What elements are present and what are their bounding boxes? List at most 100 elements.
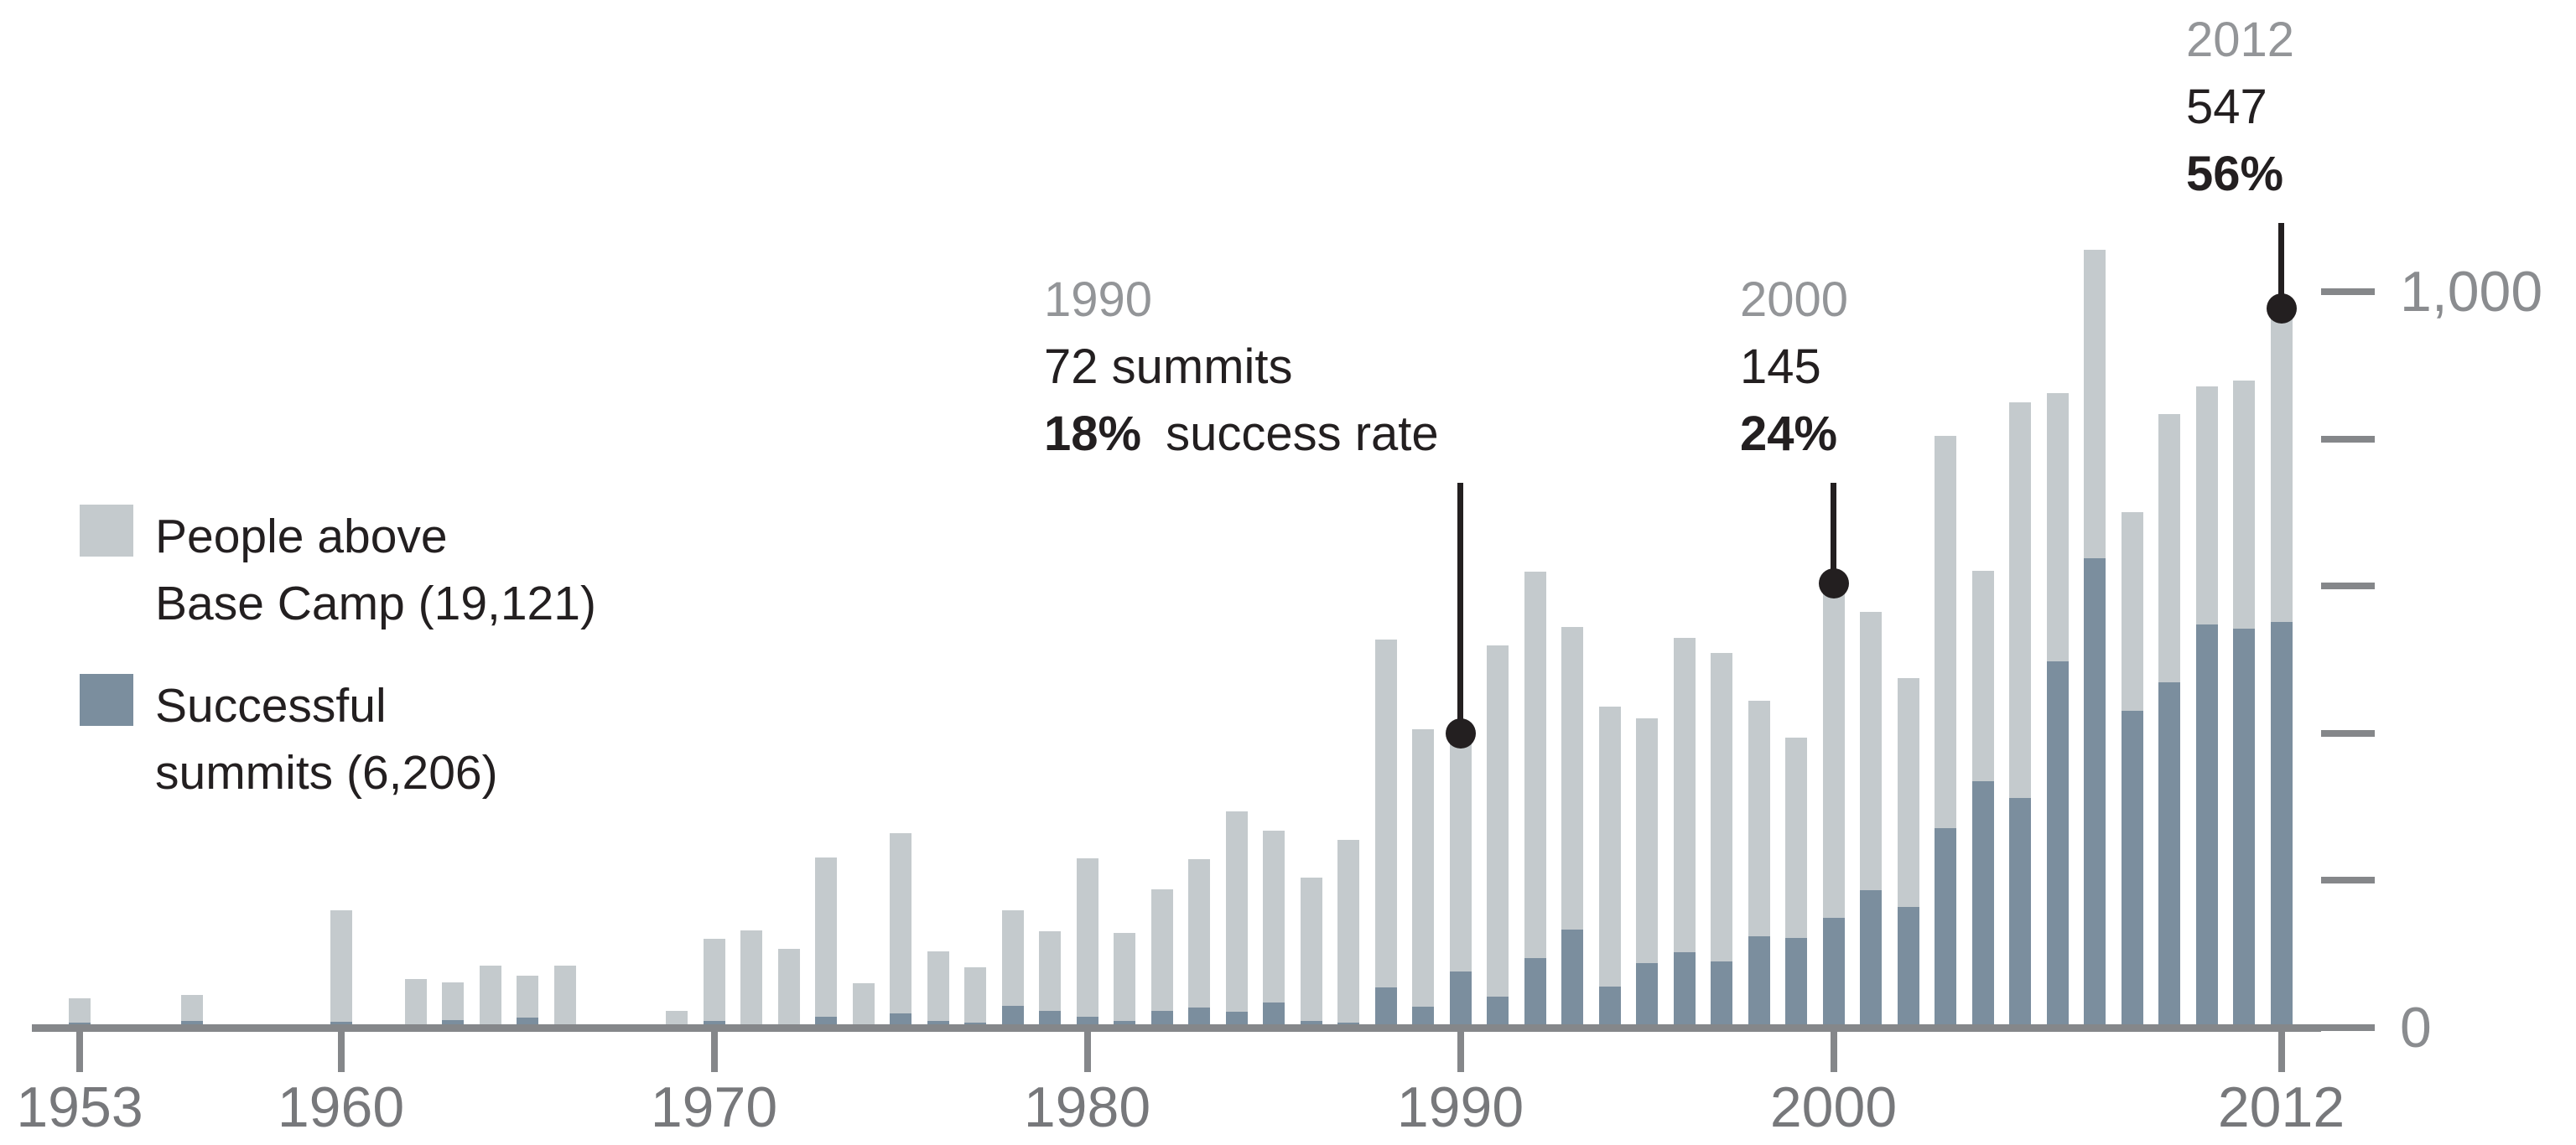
- y-tick-200: [2321, 877, 2375, 884]
- bar-people-1991: [1487, 645, 1509, 1024]
- bar-people-1973: [815, 857, 837, 1024]
- bar-summits-2009: [2158, 682, 2180, 1024]
- annotation-stem-1990: [1457, 483, 1463, 733]
- bar-summits-1956: [180, 1021, 203, 1024]
- x-tick-label-1980: 1980: [1023, 1075, 1151, 1139]
- bar-summits-1992: [1524, 958, 1546, 1024]
- bar-people-1982: [1150, 889, 1173, 1024]
- bar-people-1975: [890, 833, 911, 1024]
- bar-people-1956: [180, 995, 203, 1024]
- bar-people-1977: [964, 967, 986, 1024]
- bar-summits-2004: [1971, 781, 1994, 1024]
- x-tick-1970: [710, 1032, 718, 1072]
- bar-summits-1979: [1039, 1011, 1061, 1024]
- bar-summits-2001: [1860, 890, 1882, 1024]
- annotation-stem-2012: [2278, 223, 2284, 309]
- bar-people-1962: [404, 979, 427, 1024]
- annotation-rate-label-1990: 18% success rate: [1044, 407, 1439, 461]
- bar-summits-1991: [1487, 997, 1509, 1024]
- annotation-rate-label-2012: 56%: [2186, 141, 2308, 208]
- x-tick-2000: [1830, 1032, 1837, 1072]
- x-tick-1953: [76, 1032, 83, 1072]
- y-tick-600: [2321, 583, 2375, 590]
- bar-summits-2002: [1897, 907, 1919, 1024]
- legend-summits-line2: summits (6,206): [155, 746, 498, 800]
- bar-summits-1975: [890, 1013, 911, 1024]
- bar-summits-2000: [1822, 918, 1845, 1024]
- y-tick-label-0: 0: [2400, 996, 2432, 1060]
- bar-summits-1977: [964, 1023, 986, 1024]
- annotation-value-label-1990: 72 summits: [1044, 339, 1293, 394]
- bar-people-1966: [553, 966, 576, 1024]
- bar-people-1979: [1039, 931, 1061, 1024]
- y-tick-0: [2321, 1024, 2375, 1031]
- bar-summits-2008: [2121, 711, 2143, 1024]
- y-tick-800: [2321, 435, 2375, 443]
- bar-people-1989: [1412, 729, 1434, 1024]
- bar-summits-1963: [442, 1020, 464, 1024]
- bar-summits-1978: [1001, 1006, 1024, 1024]
- annotation-dot-2012: [2266, 293, 2297, 324]
- bar-summits-2007: [2084, 558, 2106, 1024]
- bar-people-1969: [666, 1011, 688, 1024]
- bar-people-1986: [1300, 878, 1322, 1024]
- annotation-dot-1990: [1445, 718, 1476, 749]
- annotation-value-label-2012: 547: [2186, 80, 2267, 134]
- x-tick-label-1953: 1953: [16, 1075, 143, 1139]
- annotation-value-label-2000: 145: [1740, 339, 1821, 394]
- bar-summits-1985: [1263, 1003, 1285, 1024]
- bar-people-1980: [1076, 858, 1098, 1024]
- bar-people-1981: [1114, 933, 1135, 1024]
- annotation-rate-label-2000: 24%: [1740, 401, 1862, 468]
- bar-people-1976: [927, 951, 949, 1024]
- bar-people-1972: [777, 949, 800, 1024]
- bar-summits-1981: [1114, 1021, 1135, 1024]
- bar-summits-1984: [1225, 1012, 1248, 1024]
- bar-people-1953: [69, 998, 91, 1024]
- summits-swatch-icon: [80, 674, 133, 726]
- annotation-year-label-1990: 1990: [1044, 272, 1153, 327]
- annotation-year-label-2000: 2000: [1740, 272, 1849, 327]
- bar-people-1992: [1524, 572, 1546, 1024]
- bar-people-1978: [1001, 910, 1024, 1024]
- x-tick-1960: [337, 1032, 345, 1072]
- bar-people-1971: [740, 930, 762, 1024]
- x-tick-1990: [1457, 1032, 1464, 1072]
- bar-people-1965: [517, 976, 538, 1024]
- bar-summits-2005: [2009, 798, 2031, 1024]
- bar-summits-1976: [927, 1021, 949, 1024]
- annotation-2000: 2000 145 24%: [1740, 267, 1862, 468]
- bar-summits-1994: [1598, 987, 1621, 1024]
- bar-people-1988: [1374, 640, 1397, 1024]
- bar-summits-2012: [2270, 622, 2293, 1024]
- annotation-pct-2012: 56%: [2186, 147, 2284, 201]
- bar-people-1974: [852, 983, 875, 1024]
- bar-people-1963: [442, 982, 464, 1024]
- bar-summits-1970: [703, 1021, 725, 1024]
- bar-summits-1990: [1449, 971, 1472, 1024]
- y-tick-400: [2321, 729, 2375, 737]
- y-tick-1000: [2321, 288, 2375, 295]
- bar-people-1987: [1337, 840, 1359, 1024]
- bar-summits-1973: [815, 1017, 837, 1024]
- bar-people-1983: [1188, 859, 1210, 1024]
- legend-summits-line1: Successful: [155, 679, 387, 733]
- x-axis-line: [32, 1024, 2321, 1032]
- bar-summits-1999: [1785, 938, 1807, 1024]
- bar-people-1984: [1225, 811, 1248, 1024]
- legend-people-line1: People above: [155, 510, 448, 563]
- annotation-stem-2000: [1831, 483, 1836, 583]
- y-tick-label-1000: 1,000: [2400, 260, 2543, 324]
- annotation-year-label-2012: 2012: [2186, 13, 2295, 67]
- x-tick-label-1970: 1970: [650, 1075, 778, 1139]
- x-tick-label-2000: 2000: [1769, 1075, 1898, 1139]
- x-tick-2012: [2277, 1032, 2285, 1072]
- bar-summits-1960: [330, 1022, 352, 1024]
- bar-summits-1953: [69, 1023, 91, 1024]
- bar-summits-1987: [1337, 1023, 1359, 1024]
- bar-summits-1980: [1076, 1017, 1098, 1024]
- annotation-1990: 1990 72 summits 18% success rate: [1044, 267, 1439, 468]
- bar-summits-1988: [1374, 987, 1397, 1024]
- bar-summits-1996: [1673, 952, 1696, 1024]
- bar-summits-2011: [2233, 629, 2255, 1024]
